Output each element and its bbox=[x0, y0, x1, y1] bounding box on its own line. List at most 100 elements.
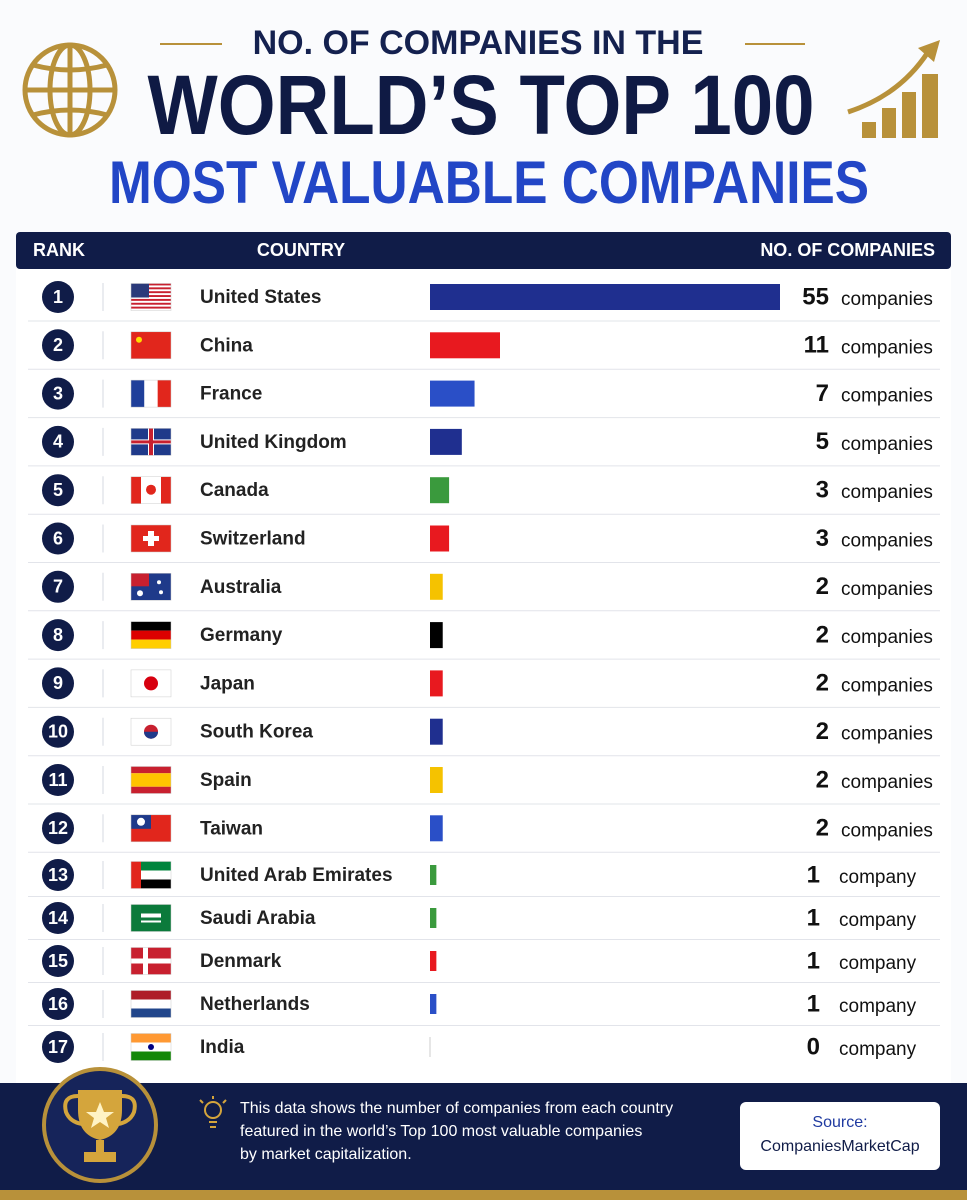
flag-part bbox=[144, 731, 158, 739]
table-body bbox=[16, 269, 951, 1083]
flag-part bbox=[137, 817, 145, 826]
rank-badge bbox=[42, 329, 74, 362]
bar bbox=[430, 718, 443, 745]
bar bbox=[430, 284, 780, 310]
flag-part bbox=[131, 870, 171, 880]
country: United Arab Emirates bbox=[200, 865, 393, 886]
rank: 1 bbox=[53, 287, 63, 307]
flag bbox=[130, 990, 172, 1018]
flag bbox=[130, 766, 172, 794]
bulb-icon bbox=[199, 1096, 227, 1128]
country: Spain bbox=[200, 770, 252, 791]
unit-label: company bbox=[839, 1039, 917, 1060]
footer-stripe bbox=[0, 1190, 967, 1200]
flag bbox=[130, 524, 172, 553]
rank: 8 bbox=[53, 625, 63, 645]
bar bbox=[430, 428, 462, 455]
rank-badge bbox=[42, 425, 74, 458]
value-label: 2 bbox=[816, 573, 829, 600]
flag-part bbox=[131, 291, 171, 294]
flag-part bbox=[157, 380, 171, 408]
rank: 17 bbox=[48, 1037, 68, 1057]
source-box bbox=[740, 1102, 940, 1170]
flag bbox=[130, 331, 172, 360]
flag-part bbox=[131, 999, 171, 1009]
country: India bbox=[200, 1037, 245, 1058]
flag-part bbox=[131, 283, 149, 298]
rank: 11 bbox=[48, 770, 67, 790]
title-top: NO. OF COMPANIES IN THE bbox=[253, 24, 704, 62]
country: China bbox=[200, 335, 253, 356]
note-line: This data shows the number of companies … bbox=[240, 1100, 673, 1117]
flag-border bbox=[130, 524, 172, 553]
flag-part bbox=[141, 913, 161, 918]
value-label: 3 bbox=[816, 525, 829, 552]
flag-part bbox=[131, 879, 171, 889]
rank: 14 bbox=[48, 908, 68, 928]
chart-title: WORLD’S TOP 100 bbox=[148, 58, 815, 152]
rank-badge bbox=[42, 988, 74, 1020]
flag-border bbox=[130, 379, 172, 408]
country: Denmark bbox=[200, 951, 282, 972]
value-label: 2 bbox=[816, 815, 829, 842]
flag-part bbox=[131, 287, 171, 290]
flag bbox=[130, 1033, 172, 1061]
rank-badge bbox=[42, 281, 74, 313]
flag-part bbox=[137, 590, 143, 597]
country: Taiwan bbox=[200, 818, 263, 839]
country: United Kingdom bbox=[200, 432, 347, 453]
rank: 16 bbox=[48, 994, 68, 1014]
value-label: 1 bbox=[807, 904, 820, 931]
flag-border bbox=[130, 814, 172, 843]
flag-border bbox=[130, 669, 172, 698]
flag-border bbox=[130, 904, 172, 932]
flag-part bbox=[143, 536, 159, 541]
rank: 6 bbox=[53, 528, 63, 548]
unit-label: company bbox=[839, 953, 917, 974]
flag-border bbox=[130, 947, 172, 975]
flag-part bbox=[146, 484, 156, 495]
note-line: by market capitalization. bbox=[240, 1146, 412, 1163]
bar bbox=[430, 815, 443, 842]
flag bbox=[130, 621, 172, 649]
unit-label: companies bbox=[841, 482, 933, 503]
bar bbox=[430, 994, 437, 1014]
flag-part bbox=[131, 958, 171, 964]
flag-part bbox=[131, 861, 141, 889]
country: Australia bbox=[200, 577, 282, 598]
flag-part bbox=[131, 298, 171, 301]
flag-part bbox=[131, 639, 171, 649]
flag-part bbox=[131, 780, 171, 787]
flag bbox=[130, 573, 172, 601]
flag-part bbox=[131, 380, 145, 408]
flag-part bbox=[148, 1044, 154, 1050]
country: Canada bbox=[200, 480, 269, 501]
flag-border bbox=[130, 428, 172, 456]
chart-subtitle: MOST VALUABLE COMPANIES bbox=[109, 149, 869, 216]
value-label: 2 bbox=[816, 670, 829, 697]
flag-part bbox=[161, 476, 171, 504]
flag-border bbox=[130, 283, 172, 311]
value-label: 55 bbox=[802, 283, 829, 310]
flag-border bbox=[130, 990, 172, 1018]
country: South Korea bbox=[200, 722, 313, 743]
rank: 12 bbox=[48, 818, 68, 838]
flag-part bbox=[131, 773, 171, 780]
flag-part bbox=[141, 920, 161, 923]
rank-badge bbox=[42, 715, 74, 748]
unit-label: companies bbox=[841, 724, 933, 745]
bar bbox=[430, 865, 437, 885]
country: Saudi Arabia bbox=[200, 908, 316, 929]
flag-part bbox=[144, 380, 158, 408]
source-label: Source: bbox=[812, 1114, 867, 1131]
flag-part bbox=[159, 590, 163, 595]
table-header bbox=[16, 232, 951, 269]
flag bbox=[130, 379, 172, 408]
rank: 3 bbox=[53, 383, 63, 403]
unit-label: companies bbox=[841, 675, 933, 696]
flag-part bbox=[131, 630, 171, 640]
flag-part bbox=[157, 580, 161, 585]
rank-badge bbox=[42, 902, 74, 934]
rank-badge bbox=[42, 812, 74, 845]
unit-label: companies bbox=[841, 337, 933, 358]
